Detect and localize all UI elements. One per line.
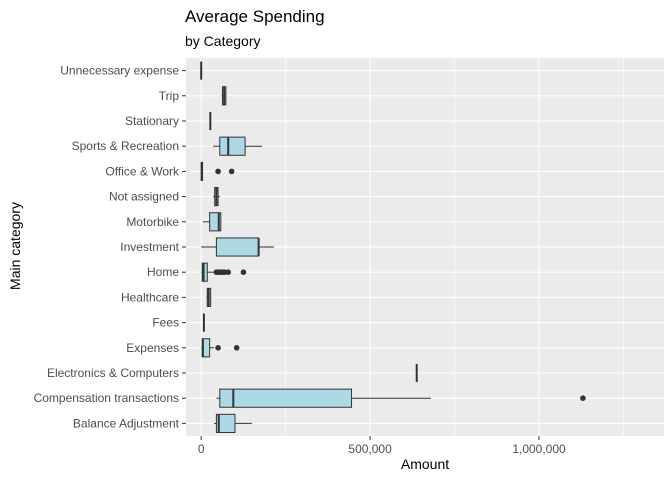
x-tick-label: 500,000 bbox=[348, 442, 392, 456]
chart-title: Average Spending bbox=[185, 7, 325, 26]
outlier-point bbox=[240, 269, 247, 276]
chart-subtitle: by Category bbox=[185, 33, 260, 49]
x-tick-label: 0 bbox=[198, 442, 205, 456]
outlier-point bbox=[215, 168, 221, 175]
box-home bbox=[201, 262, 247, 282]
x-axis-title: Amount bbox=[401, 456, 449, 472]
y-tick-label: Motorbike bbox=[126, 215, 179, 229]
x-tick-labels: 0 500,000 1,000,000 bbox=[198, 436, 566, 456]
box-motorbike bbox=[202, 212, 222, 232]
y-tick-label: Stationary bbox=[125, 114, 179, 128]
x-tick-label: 1,000,000 bbox=[512, 442, 566, 456]
box-rect bbox=[215, 413, 236, 433]
y-tick-label: Compensation transactions bbox=[34, 391, 179, 405]
outlier-point bbox=[228, 168, 235, 175]
y-tick-label: Home bbox=[147, 265, 179, 279]
y-tick-labels: Balance Adjustment Compensation transacti… bbox=[34, 64, 186, 430]
box-rect bbox=[219, 136, 246, 156]
y-tick-label: Trip bbox=[159, 89, 180, 103]
box-compensation-transactions bbox=[216, 388, 586, 408]
box-office-work bbox=[200, 161, 235, 181]
y-tick-label: Expenses bbox=[126, 341, 179, 355]
box-balance-adjustment bbox=[214, 413, 252, 433]
box-rect bbox=[215, 237, 260, 257]
outlier-point bbox=[233, 345, 240, 351]
y-tick-label: Unnecessary expense bbox=[60, 64, 179, 78]
y-tick-label: Balance Adjustment bbox=[73, 416, 180, 430]
box-sports-recreation bbox=[213, 136, 263, 156]
y-tick-label: Investment bbox=[120, 240, 179, 254]
outlier-point bbox=[225, 269, 232, 276]
box-trip bbox=[221, 86, 227, 106]
box-not-assigned bbox=[213, 187, 220, 207]
y-tick-label: Sports & Recreation bbox=[72, 139, 179, 153]
outlier-point bbox=[215, 345, 221, 351]
y-tick-label: Electronics & Computers bbox=[47, 366, 179, 380]
y-tick-label: Office & Work bbox=[105, 164, 180, 178]
box-rect bbox=[201, 262, 208, 282]
box-rect bbox=[219, 388, 353, 408]
y-axis-title: Main category bbox=[7, 202, 23, 290]
box-expenses bbox=[201, 338, 240, 358]
y-tick-label: Fees bbox=[152, 316, 179, 330]
box-investment bbox=[201, 237, 274, 257]
box-rect bbox=[209, 212, 222, 232]
y-tick-label: Not assigned bbox=[109, 190, 179, 204]
boxes bbox=[200, 61, 586, 433]
box-healthcare bbox=[206, 287, 212, 307]
y-tick-label: Healthcare bbox=[121, 290, 179, 304]
outlier-point bbox=[580, 395, 586, 402]
